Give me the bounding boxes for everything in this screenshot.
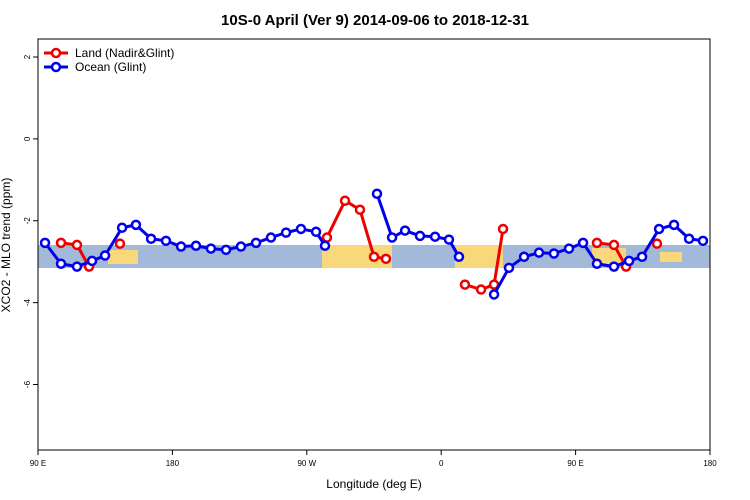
- point: [459, 279, 471, 290]
- point: [453, 251, 465, 263]
- point: [339, 195, 351, 206]
- point: [380, 253, 392, 265]
- y-tick-label: 2: [23, 54, 32, 59]
- point: [250, 237, 262, 249]
- point: [636, 251, 648, 263]
- point: [497, 223, 509, 235]
- x-tick-label: 0: [439, 459, 444, 468]
- plot-frame: [37, 38, 711, 451]
- x-axis-label: Longitude (deg E): [326, 477, 421, 491]
- point: [443, 234, 455, 245]
- x-tick-label: 90 E: [567, 459, 583, 468]
- point: [235, 241, 247, 252]
- point: [548, 248, 560, 259]
- point: [533, 247, 545, 258]
- point: [71, 261, 83, 272]
- point: [175, 241, 187, 252]
- point: [205, 243, 217, 254]
- point: [623, 255, 635, 267]
- point: [651, 238, 663, 249]
- legend-marker: [50, 61, 62, 73]
- point: [55, 258, 67, 269]
- point: [160, 235, 172, 247]
- point: [86, 255, 98, 267]
- point: [368, 251, 380, 263]
- point: [265, 232, 277, 243]
- x-tick-label: 180: [166, 459, 180, 468]
- point: [503, 262, 515, 274]
- land-patch: [660, 252, 682, 262]
- point: [295, 223, 307, 235]
- point: [591, 237, 603, 249]
- point: [39, 237, 51, 249]
- y-tick-label: -2: [23, 217, 32, 225]
- point: [319, 240, 331, 251]
- point: [99, 250, 111, 261]
- point: [591, 258, 603, 269]
- x-tick-label: 90 E: [30, 459, 46, 468]
- land-patch: [322, 245, 392, 268]
- point: [475, 284, 487, 295]
- point: [310, 226, 322, 238]
- point: [280, 227, 292, 238]
- point: [354, 204, 366, 215]
- point: [429, 231, 441, 242]
- point: [488, 289, 500, 300]
- point: [190, 240, 202, 251]
- point: [399, 225, 411, 236]
- legend-label: Ocean (Glint): [75, 60, 146, 74]
- legend-marker: [50, 47, 62, 59]
- point: [386, 232, 398, 243]
- point: [321, 232, 333, 243]
- point: [71, 239, 83, 251]
- point: [697, 235, 709, 247]
- point: [608, 239, 620, 251]
- point: [371, 188, 383, 199]
- point: [608, 261, 620, 272]
- point: [116, 222, 128, 233]
- legend-label: Land (Nadir&Glint): [75, 46, 174, 60]
- chart-title: 10S-0 April (Ver 9) 2014-09-06 to 2018-1…: [221, 12, 529, 29]
- point: [653, 223, 665, 235]
- y-tick-label: 0: [23, 136, 32, 141]
- point: [668, 219, 680, 231]
- point: [577, 237, 589, 249]
- y-axis-label: XCO2 - MLO trend (ppm): [0, 178, 13, 313]
- land-patch: [108, 250, 138, 264]
- point: [145, 233, 157, 245]
- point: [130, 219, 142, 231]
- point: [55, 237, 67, 249]
- y-tick-label: -6: [23, 380, 32, 388]
- point: [518, 251, 530, 263]
- point: [220, 244, 232, 256]
- y-tick-label: -4: [23, 299, 32, 307]
- x-tick-label: 180: [703, 459, 717, 468]
- point: [114, 238, 126, 249]
- land-patch: [455, 245, 503, 268]
- point: [414, 230, 426, 242]
- point: [563, 243, 575, 254]
- x-tick-label: 90 W: [297, 459, 316, 468]
- point: [683, 233, 695, 245]
